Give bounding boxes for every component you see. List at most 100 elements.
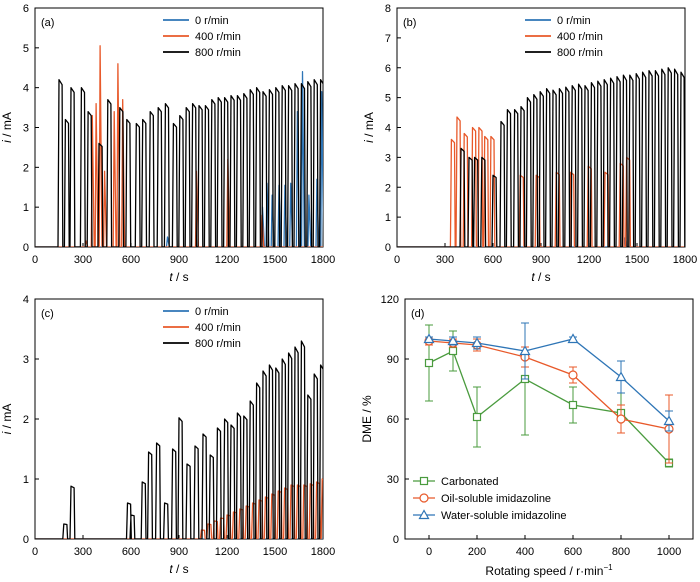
legend-marker (419, 493, 429, 503)
legend-label: 400 r/min (195, 322, 241, 334)
y-tick-label: 5 (385, 93, 391, 105)
x-tick-label: 1500 (263, 546, 287, 558)
data-point (471, 337, 483, 348)
data-point (615, 371, 627, 382)
series-line-3 (397, 67, 685, 247)
data-point (423, 333, 435, 344)
x-tick-label: 200 (468, 546, 486, 558)
y-tick-label: 4 (385, 123, 391, 135)
x-tick-label: 300 (74, 254, 92, 266)
panel-label: (b) (403, 17, 416, 29)
y-tick-label: 0 (23, 534, 29, 546)
x-tick-label: 1500 (625, 254, 649, 266)
x-tick-label: 0 (32, 546, 38, 558)
x-tick-label: 1200 (215, 254, 239, 266)
y-tick-label: 3 (23, 123, 29, 135)
data-point (472, 412, 482, 422)
y-tick-label: 30 (387, 474, 399, 486)
y-axis-label: i / mA (0, 112, 14, 143)
data-point (663, 415, 675, 426)
y-tick-label: 1 (23, 474, 29, 486)
y-tick-label: 90 (387, 354, 399, 366)
panel-d: 0 200 400 600 800 1000 0 30 60 90 120 (d) Rotating s… (360, 294, 694, 578)
legend-label: 800 r/min (195, 47, 241, 59)
legend-marker (418, 509, 430, 520)
x-tick-label: 800 (612, 546, 630, 558)
data-point (424, 358, 434, 368)
x-tick-label: 0 (32, 254, 38, 266)
y-axis-label: i / mA (0, 404, 14, 435)
x-tick-label: 600 (122, 546, 140, 558)
panel-a: 0 300 600 900 1200 1500 1800 0 1 2 3 4 5 6 (a) t / s i /… (0, 3, 335, 284)
legend-label: 800 r/min (557, 47, 603, 59)
legend-label: 800 r/min (195, 338, 241, 350)
legend-label: 0 r/min (557, 15, 591, 27)
x-tick-label: 1000 (657, 546, 681, 558)
data-point (616, 414, 626, 424)
y-tick-label: 6 (23, 3, 29, 15)
y-tick-label: 2 (23, 414, 29, 426)
x-tick-label: 900 (170, 546, 188, 558)
plot-area (35, 340, 323, 539)
y-tick-label: 2 (23, 162, 29, 174)
data-point (519, 345, 531, 356)
panel-label: (d) (411, 308, 424, 320)
data-point (448, 346, 458, 356)
legend-label: Carbonated (441, 476, 499, 488)
x-axis-label: t / s (531, 270, 550, 284)
x-tick-label: 400 (516, 546, 534, 558)
y-tick-label: 4 (23, 83, 29, 95)
y-tick-label: 60 (387, 414, 399, 426)
x-tick-label: 0 (426, 546, 432, 558)
series-line-1 (428, 350, 670, 464)
y-tick-label: 0 (393, 534, 399, 546)
data-point (447, 335, 459, 346)
data-point (568, 370, 578, 380)
data-point (567, 333, 579, 344)
plot-area (397, 67, 685, 247)
panel-b: 0 300 600 900 1200 1500 1800 0 1 2 3 4 5 6 7 8 (b) t / s i… (362, 3, 697, 284)
x-tick-label: 1800 (311, 254, 335, 266)
y-tick-label: 1 (385, 212, 391, 224)
x-tick-label: 1200 (215, 546, 239, 558)
x-axis-label: Rotating speed / r·min−1 (485, 563, 613, 578)
legend-label: Water-soluble imidazoline (441, 510, 567, 522)
plot-area (423, 322, 675, 468)
x-tick-label: 600 (564, 546, 582, 558)
panel-label: (a) (41, 17, 54, 29)
y-tick-label: 8 (385, 3, 391, 15)
legend-label: Oil-soluble imidazoline (441, 493, 551, 505)
plot-area (35, 45, 323, 247)
y-tick-label: 0 (23, 242, 29, 254)
legend-label: 0 r/min (195, 15, 229, 27)
y-axis-label: i / mA (362, 112, 376, 143)
y-tick-label: 2 (385, 182, 391, 194)
x-tick-label: 1200 (577, 254, 601, 266)
y-tick-label: 5 (23, 43, 29, 55)
x-tick-label: 600 (484, 254, 502, 266)
x-tick-label: 600 (122, 254, 140, 266)
y-tick-label: 0 (385, 242, 391, 254)
x-axis-label: t / s (169, 562, 188, 576)
x-tick-label: 300 (74, 546, 92, 558)
series-line-3 (35, 79, 323, 247)
y-tick-label: 6 (385, 63, 391, 75)
y-tick-label: 3 (23, 354, 29, 366)
legend-label: 400 r/min (557, 31, 603, 43)
y-axis-label: DME / % (360, 395, 374, 443)
y-tick-label: 120 (381, 294, 399, 306)
x-tick-label: 1800 (673, 254, 697, 266)
y-tick-label: 1 (23, 202, 29, 214)
x-tick-label: 300 (436, 254, 454, 266)
x-tick-label: 900 (170, 254, 188, 266)
legend-marker (419, 476, 429, 486)
y-tick-label: 3 (385, 152, 391, 164)
series-line-3 (428, 338, 670, 422)
y-tick-label: 7 (385, 33, 391, 45)
legend-label: 0 r/min (195, 306, 229, 318)
x-tick-label: 0 (394, 254, 400, 266)
legend-label: 400 r/min (195, 31, 241, 43)
x-tick-label: 900 (532, 254, 550, 266)
series-line-2 (35, 478, 323, 539)
